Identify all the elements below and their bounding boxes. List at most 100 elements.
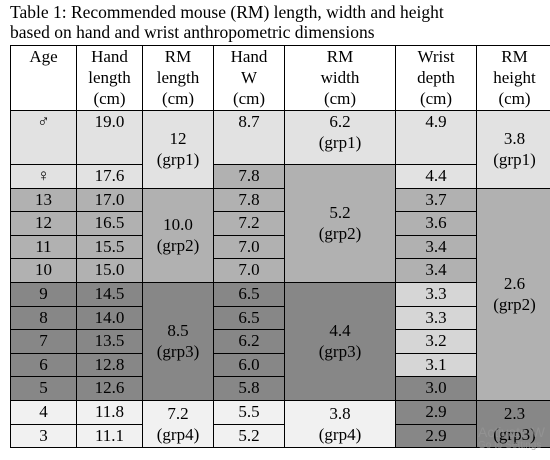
table-cell: 3 (10, 423, 77, 449)
cell-text: (grp3) (493, 425, 536, 445)
table-cell: ♀ (10, 164, 77, 189)
table-cell: 8.7 (213, 110, 285, 165)
table-cell: 6.2 (grp1) (284, 110, 396, 165)
cell-text: (grp4) (156, 425, 200, 445)
table-cell: 7.8 (213, 187, 285, 213)
table-cell: 3.7 (395, 187, 477, 213)
table-cell: 4.4 (395, 164, 477, 189)
cell-text: 6.2 (329, 112, 351, 131)
table: Age Hand length (cm) RM length (cm) Hand W (cm) RM… (10, 45, 550, 449)
table-cell: 3.1 (395, 352, 477, 378)
cell-text: (grp3) (318, 342, 362, 362)
header-cell: RM width (cm) (284, 45, 396, 111)
cell-text: (grp1) (318, 133, 362, 152)
table-cell: 14.0 (76, 305, 143, 331)
table-row: ♀ 17.6 7.8 5.2 (grp2) 4.4 (10, 164, 550, 283)
table-cell: ♂ (10, 110, 77, 165)
cell-text: 8.5 (167, 321, 189, 341)
table-cell: 2.9 (395, 423, 477, 449)
header-cell: Hand length (cm) (76, 45, 143, 111)
cell-text: (grp1) (156, 150, 200, 170)
cell-text: 3.8 (503, 129, 526, 149)
table-cell: 3.4 (395, 258, 477, 283)
table-cell: 2.6 (grp2) (476, 187, 550, 401)
header-cell: Hand W (cm) (213, 45, 285, 111)
table-cell: 2.9 (395, 399, 477, 425)
table-cell: 4.4 (grp3) (284, 281, 396, 401)
header-text: height (493, 68, 536, 87)
header-text: (cm) (93, 89, 126, 108)
table-row: 8 14.0 6.5 3.3 (10, 305, 550, 331)
watermark-text: Go to Settings (478, 440, 542, 451)
table-cell: 2.3 (grp3) (476, 399, 550, 449)
table-cell: 3.3 (395, 281, 477, 307)
table-cell: 7.2 (213, 211, 285, 236)
table-cell: 7.0 (213, 258, 285, 283)
header-text: (cm) (323, 89, 357, 108)
table-cell: 3.6 (395, 211, 477, 236)
table-cell: 5 (10, 376, 77, 401)
table-row: 4 11.8 7.2 (grp4) 5.5 3.8 (grp4) 2.9 2.3 (grp3) (10, 399, 550, 449)
header-text: W (240, 68, 258, 87)
table-cell: 8 (10, 305, 77, 331)
cell-text: 3.8 (329, 404, 351, 424)
cell-text: (grp2) (493, 295, 536, 315)
table-cell: 4.9 (395, 110, 477, 165)
table-cell: 7.8 (213, 164, 285, 189)
cell-text: (grp2) (156, 236, 200, 256)
table-cell: 11 (10, 234, 77, 260)
table-cell: 3.8 (grp4) (284, 399, 396, 449)
watermark-text: Activate W (478, 424, 545, 440)
header-text: Age (29, 47, 58, 66)
header-text: width (320, 68, 360, 87)
caption-line: Table 1: Recommended mouse (RM) length, … (10, 2, 444, 22)
table-cell: 7 (10, 329, 77, 354)
table-cell: 12.8 (76, 352, 143, 378)
table-cell: 6.0 (213, 352, 285, 378)
header-text: RM (326, 47, 354, 66)
header-cell: Wrist depth (cm) (395, 45, 477, 111)
header-text: (cm) (161, 89, 195, 108)
header-text: RM (501, 47, 528, 66)
table-cell: 5.5 (213, 399, 285, 425)
table-cell: 4 (10, 399, 77, 425)
caption: Table 1: Recommended mouse (RM) length, … (10, 2, 444, 42)
table-cell: 3.8 (grp1) (476, 110, 550, 189)
table-cell: 7.0 (213, 234, 285, 260)
header-text: Hand (91, 47, 128, 66)
table-cell: 3.4 (395, 234, 477, 260)
table-row: 6 12.8 6.0 3.1 (10, 352, 550, 378)
header-text: (cm) (419, 89, 453, 108)
cell-text: (grp3) (156, 342, 200, 362)
table-cell: 19.0 (76, 110, 143, 165)
cell-text: 10.0 (163, 215, 193, 235)
table-cell: 17.0 (76, 187, 143, 213)
table-cell: 11.8 (76, 399, 143, 425)
cell-text: 12 (169, 129, 187, 149)
table-cell: 12.6 (76, 376, 143, 401)
table-cell: 8.5 (grp3) (142, 281, 214, 401)
table-cell: 3.3 (395, 305, 477, 331)
table-row: 11 15.5 7.0 3.4 (10, 234, 550, 260)
table-row: 9 14.5 8.5 (grp3) 6.5 4.4 (grp3) 3.3 (10, 281, 550, 401)
caption-line: based on hand and wrist anthropometric d… (10, 22, 375, 42)
header-text: (cm) (498, 89, 531, 108)
table-cell: 17.6 (76, 164, 143, 189)
table-cell: 6 (10, 352, 77, 378)
header-cell: Age (10, 45, 77, 111)
table-cell: 15.5 (76, 234, 143, 260)
table-cell: 10.0 (grp2) (142, 187, 214, 283)
table-cell: 6.5 (213, 305, 285, 331)
table-row: 13 17.0 10.0 (grp2) 7.8 3.7 2.6 (grp2) (10, 187, 550, 401)
header-text: depth (417, 68, 455, 87)
table-cell: 14.5 (76, 281, 143, 307)
cell-text: 7.2 (167, 404, 189, 424)
table-cell: 5.2 (grp2) (284, 164, 396, 283)
cell-text: 4.4 (329, 321, 351, 341)
cell-text: (grp4) (318, 425, 362, 445)
table-cell: 13 (10, 187, 77, 213)
header-text: (cm) (232, 89, 266, 108)
table-row: 12 16.5 7.2 3.6 (10, 211, 550, 236)
table-cell: 3.2 (395, 329, 477, 354)
